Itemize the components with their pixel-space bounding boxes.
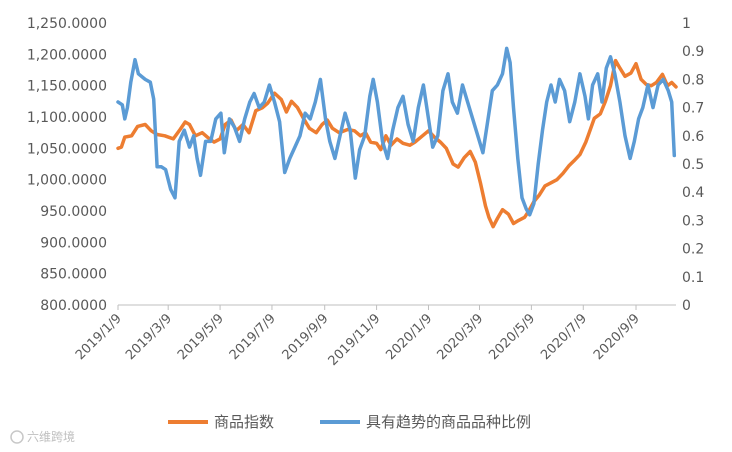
chart-legend: 商品指数 具有趋势的商品品种比例	[168, 413, 531, 431]
y-right-tick-label: 0.9	[682, 44, 704, 60]
watermark-logo-icon	[10, 430, 24, 444]
y-right-tick-label: 0.2	[682, 242, 704, 258]
y-right-tick-label: 0.5	[682, 157, 704, 173]
y-left-tick-label: 800.0000	[40, 298, 107, 314]
y-left-tick-label: 1,150.0000	[27, 79, 107, 95]
y-right-tick-label: 0.4	[682, 185, 704, 201]
y-left-tick-label: 850.0000	[40, 267, 107, 283]
y-left-tick-label: 1,000.0000	[27, 173, 107, 189]
series-line-commodity-index	[116, 58, 678, 229]
y-right-tick-label: 0.6	[682, 129, 704, 145]
y-left-tick-label: 1,050.0000	[27, 141, 107, 157]
y-left-tick-label: 950.0000	[40, 204, 107, 220]
y-right-tick-label: 0	[682, 298, 691, 314]
legend-label-trend-ratio: 具有趋势的商品品种比例	[366, 413, 531, 431]
y-left-tick-label: 900.0000	[40, 235, 107, 251]
y-right-tick-label: 0.7	[682, 101, 704, 117]
y-right-tick-label: 1	[682, 16, 691, 32]
y-right-tick-label: 0.1	[682, 270, 704, 286]
chart-series	[116, 46, 678, 229]
y-right-tick-label: 0.3	[682, 213, 704, 229]
watermark-text: 六维跨境	[27, 429, 75, 444]
legend-label-commodity-index: 商品指数	[214, 413, 274, 431]
watermark: 六维跨境	[10, 429, 75, 444]
y-right-tick-label: 0.8	[682, 72, 704, 88]
y-left-tick-label: 1,250.0000	[27, 16, 107, 32]
y-left-tick-label: 1,100.0000	[27, 110, 107, 126]
series-line-trend-ratio	[116, 46, 677, 217]
y-left-tick-label: 1,200.0000	[27, 47, 107, 63]
